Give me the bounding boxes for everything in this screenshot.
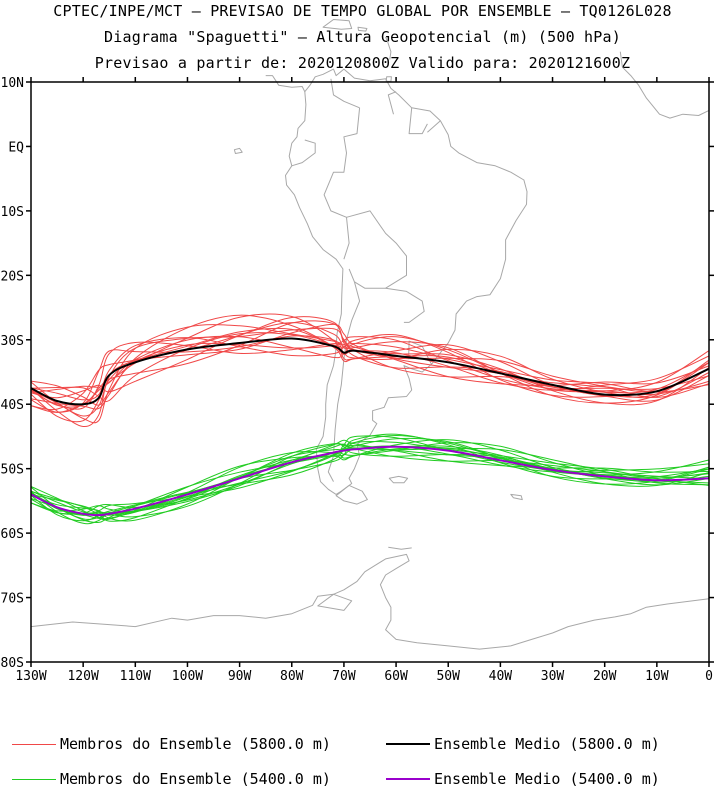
- country-border: [323, 107, 361, 260]
- member-line-5400: [30, 439, 710, 513]
- country-border: [330, 78, 360, 109]
- lat-tick-label: 50S: [1, 463, 24, 478]
- country-border: [385, 287, 425, 323]
- hispaniola-coastline: [322, 19, 353, 30]
- mean-line-5800: [30, 337, 710, 406]
- africa-coastline: [619, 51, 710, 119]
- member-line-5800: [30, 327, 710, 428]
- alexander-island-coastline: [317, 593, 353, 611]
- legend-swatch-mean-5400: [386, 778, 430, 780]
- member-line-5800: [30, 327, 710, 411]
- lon-tick-label: 0: [705, 669, 713, 684]
- legend-label-mean-5400: Ensemble Medio (5400.0 m): [434, 770, 660, 788]
- antarctica-coastline: [30, 553, 710, 650]
- title-line-3: Previsao a partir de: 2020120800Z Valido…: [94, 54, 631, 72]
- legend-swatch-mean-5800: [386, 743, 430, 745]
- lon-tick-label: 100W: [172, 669, 203, 684]
- lon-tick-label: 120W: [67, 669, 98, 684]
- country-border: [408, 107, 428, 135]
- members-5400-lines: [30, 433, 710, 525]
- puerto-rico-coastline: [357, 26, 368, 32]
- member-line-5800: [30, 323, 710, 417]
- south-georgia-coastline: [510, 493, 523, 501]
- lat-tick-label: 70S: [1, 592, 24, 607]
- legend-swatch-members-5400: [12, 778, 56, 780]
- member-line-5800: [30, 337, 710, 401]
- country-border: [427, 120, 441, 133]
- title-line-1: CPTEC/INPE/MCT — PREVISAO DE TEMPO GLOBA…: [53, 2, 672, 20]
- member-line-5800: [30, 335, 710, 413]
- lat-tick-label: 10S: [1, 205, 24, 220]
- member-line-5400: [30, 441, 710, 515]
- legend-mean-5400: Ensemble Medio (5400.0 m): [386, 770, 660, 788]
- lon-tick-label: 80W: [280, 669, 304, 684]
- galapagos-coastline: [233, 147, 243, 154]
- legend-members-5800: Membros do Ensemble (5800.0 m): [12, 735, 331, 753]
- map-frame: [30, 81, 710, 663]
- lon-tick-label: 10W: [645, 669, 669, 684]
- central-america-coastline: [265, 75, 306, 92]
- lat-tick-label: 10N: [1, 76, 24, 91]
- coastlines: [30, 19, 710, 650]
- lon-tick-label: 50W: [436, 669, 460, 684]
- lat-tick-label: 30S: [1, 334, 24, 349]
- legend-mean-5800: Ensemble Medio (5800.0 m): [386, 735, 660, 753]
- south-shetland-coastline: [388, 546, 412, 550]
- lon-tick-label: 40W: [489, 669, 513, 684]
- lon-tick-label: 130W: [15, 669, 46, 684]
- member-line-5800: [30, 316, 710, 423]
- falklands-coastline: [388, 475, 409, 484]
- lon-tick-label: 70W: [332, 669, 356, 684]
- lon-tick-label: 90W: [228, 669, 252, 684]
- lesser-antilles-coastline: [385, 36, 392, 60]
- lat-tick-label: 40S: [1, 398, 24, 413]
- country-border: [387, 91, 397, 115]
- south-america-coastline: [285, 68, 528, 495]
- lat-tick-label: 20S: [1, 269, 24, 284]
- lon-tick-label: 110W: [120, 669, 151, 684]
- lat-tick-label: EQ: [8, 140, 24, 155]
- country-border: [291, 139, 316, 167]
- legend-label-mean-5800: Ensemble Medio (5800.0 m): [434, 735, 660, 753]
- lat-tick-label: 60S: [1, 527, 24, 542]
- tierra-del-fuego-coastline: [335, 484, 368, 505]
- member-line-5400: [30, 443, 710, 525]
- lon-tick-label: 30W: [541, 669, 565, 684]
- title-line-2: Diagrama "Spaguetti" — Altura Geopotenci…: [104, 28, 621, 46]
- lon-tick-label: 60W: [384, 669, 408, 684]
- ensemble-mean-lines: [30, 337, 710, 517]
- legend-swatch-members-5800: [12, 743, 56, 745]
- legend-members-5400: Membros do Ensemble (5400.0 m): [12, 770, 331, 788]
- lat-tick-label: 80S: [1, 656, 24, 671]
- legend-label-members-5800: Membros do Ensemble (5800.0 m): [60, 735, 331, 753]
- country-border: [327, 281, 361, 482]
- country-border: [346, 210, 407, 289]
- legend-label-members-5400: Membros do Ensemble (5400.0 m): [60, 770, 331, 788]
- lon-tick-label: 20W: [593, 669, 617, 684]
- mean-line-5400: [30, 445, 710, 517]
- members-5800-lines: [30, 313, 710, 428]
